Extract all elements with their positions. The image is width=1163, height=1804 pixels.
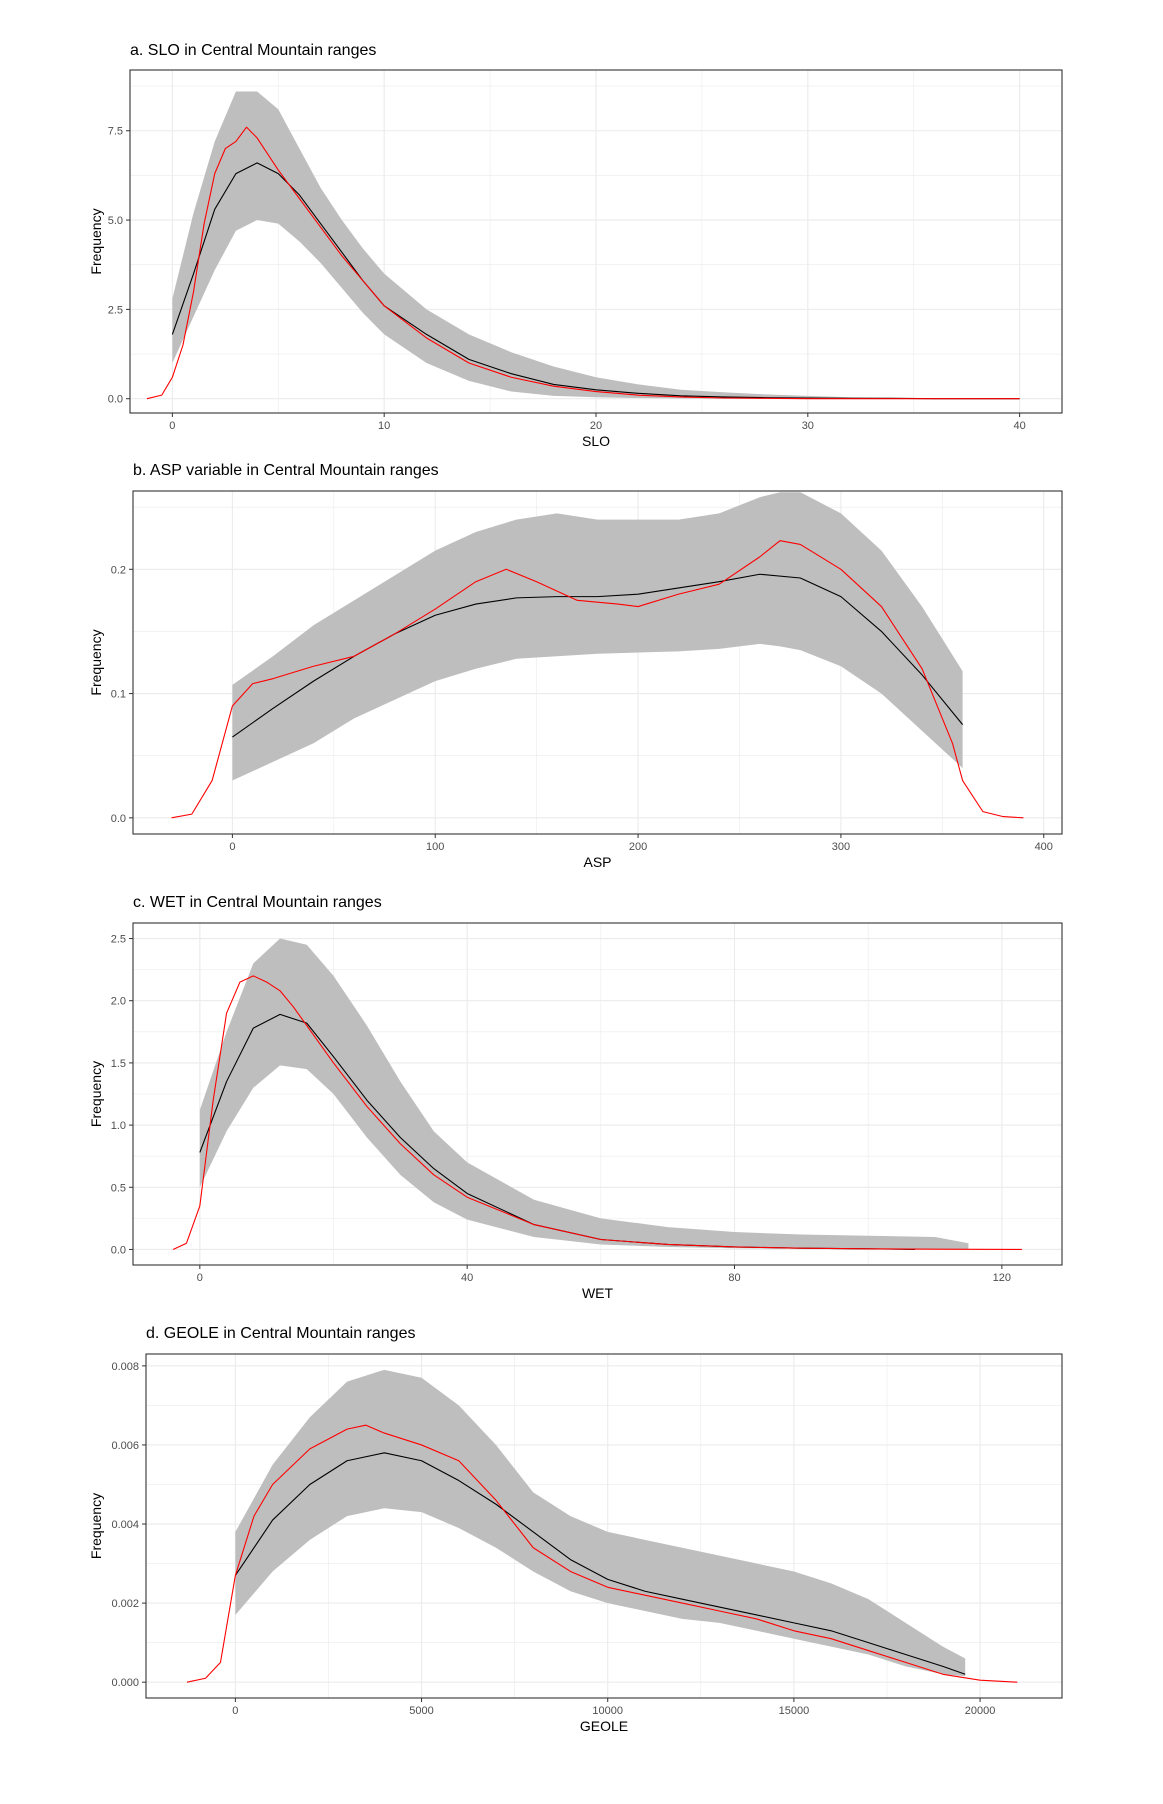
chart-panel-4: 0 5000 10000 15000 20000 0.000 0.002 0.004 0.006… xyxy=(88,1325,1063,1734)
y-tick-label: 0.006 xyxy=(111,1440,139,1452)
y-tick-label: 5.0 xyxy=(108,215,123,227)
x-tick-label: 120 xyxy=(993,1272,1011,1284)
y-axis-label: Frequency xyxy=(88,208,104,274)
panel-border xyxy=(132,922,1063,1266)
observed-line xyxy=(171,540,1024,819)
chart-panel-1: 0 10 20 30 40 0.0 2.5 5.0 7.5 a. SLO in Central M… xyxy=(88,42,1063,449)
confidence-band xyxy=(172,91,1020,399)
y-tick-label: 0.0 xyxy=(111,1244,126,1256)
y-tick-label: 0.008 xyxy=(111,1361,139,1373)
y-tick-label: 1.5 xyxy=(111,1058,126,1070)
chart-title: a. SLO in Central Mountain ranges xyxy=(130,42,376,59)
y-axis-label: Frequency xyxy=(88,629,104,695)
confidence-band xyxy=(199,938,969,1250)
y-tick-label: 0.1 xyxy=(111,689,126,701)
x-tick-label: 10000 xyxy=(592,1705,623,1717)
chart-panel-3: 0 40 80 120 0.0 0.5 1.0 1.5 2.0 2.5 c. WET in Cent… xyxy=(88,894,1063,1301)
chart-title: d. GEOLE in Central Mountain ranges xyxy=(146,1325,415,1342)
observed-line xyxy=(146,126,1020,400)
mean-line xyxy=(234,1452,966,1675)
x-tick-label: 400 xyxy=(1035,841,1053,853)
y-tick-label: 0.0 xyxy=(111,813,126,825)
y-tick-label: 1.0 xyxy=(111,1120,126,1132)
x-tick-label: 5000 xyxy=(409,1705,433,1717)
chart-panel-2: 0 100 200 300 400 0.0 0.1 0.2 b. ASP variable in… xyxy=(88,462,1063,870)
x-tick-label: 0 xyxy=(169,420,175,432)
y-tick-label: 0.2 xyxy=(111,564,126,576)
panel-border xyxy=(145,1353,1063,1699)
confidence-band xyxy=(235,1369,966,1677)
x-tick-label: 0 xyxy=(197,1272,203,1284)
confidence-band xyxy=(232,492,963,781)
x-tick-label: 80 xyxy=(728,1272,740,1284)
panel-border xyxy=(132,490,1063,835)
x-axis-label: WET xyxy=(582,1285,614,1301)
y-tick-label: 0.002 xyxy=(111,1598,139,1610)
y-tick-label: 2.5 xyxy=(108,304,123,316)
y-tick-label: 0.004 xyxy=(111,1519,139,1531)
y-tick-label: 0.5 xyxy=(111,1182,126,1194)
x-tick-label: 30 xyxy=(802,420,814,432)
y-tick-label: 2.5 xyxy=(111,934,126,946)
x-axis-label: ASP xyxy=(583,854,611,870)
x-tick-label: 0 xyxy=(232,1705,238,1717)
y-axis-label: Frequency xyxy=(88,1493,104,1559)
x-tick-label: 20000 xyxy=(965,1705,996,1717)
x-tick-label: 40 xyxy=(1014,420,1026,432)
x-tick-label: 40 xyxy=(461,1272,473,1284)
x-tick-label: 20 xyxy=(590,420,602,432)
x-tick-label: 100 xyxy=(426,841,444,853)
x-tick-label: 200 xyxy=(629,841,647,853)
observed-line xyxy=(186,1424,1018,1683)
x-tick-label: 15000 xyxy=(779,1705,810,1717)
observed-line xyxy=(172,975,1022,1250)
chart-title: c. WET in Central Mountain ranges xyxy=(133,894,382,911)
y-tick-label: 0.0 xyxy=(108,394,123,406)
y-axis-label: Frequency xyxy=(88,1061,104,1127)
y-tick-label: 2.0 xyxy=(111,996,126,1008)
chart-title: b. ASP variable in Central Mountain rang… xyxy=(133,462,439,479)
x-axis-label: GEOLE xyxy=(580,1718,628,1734)
x-tick-label: 10 xyxy=(378,420,390,432)
y-tick-label: 7.5 xyxy=(108,126,123,138)
x-axis-label: SLO xyxy=(582,433,610,449)
grid xyxy=(130,70,1062,413)
x-tick-label: 300 xyxy=(832,841,850,853)
x-tick-label: 0 xyxy=(229,841,235,853)
y-tick-label: 0.000 xyxy=(111,1677,139,1689)
